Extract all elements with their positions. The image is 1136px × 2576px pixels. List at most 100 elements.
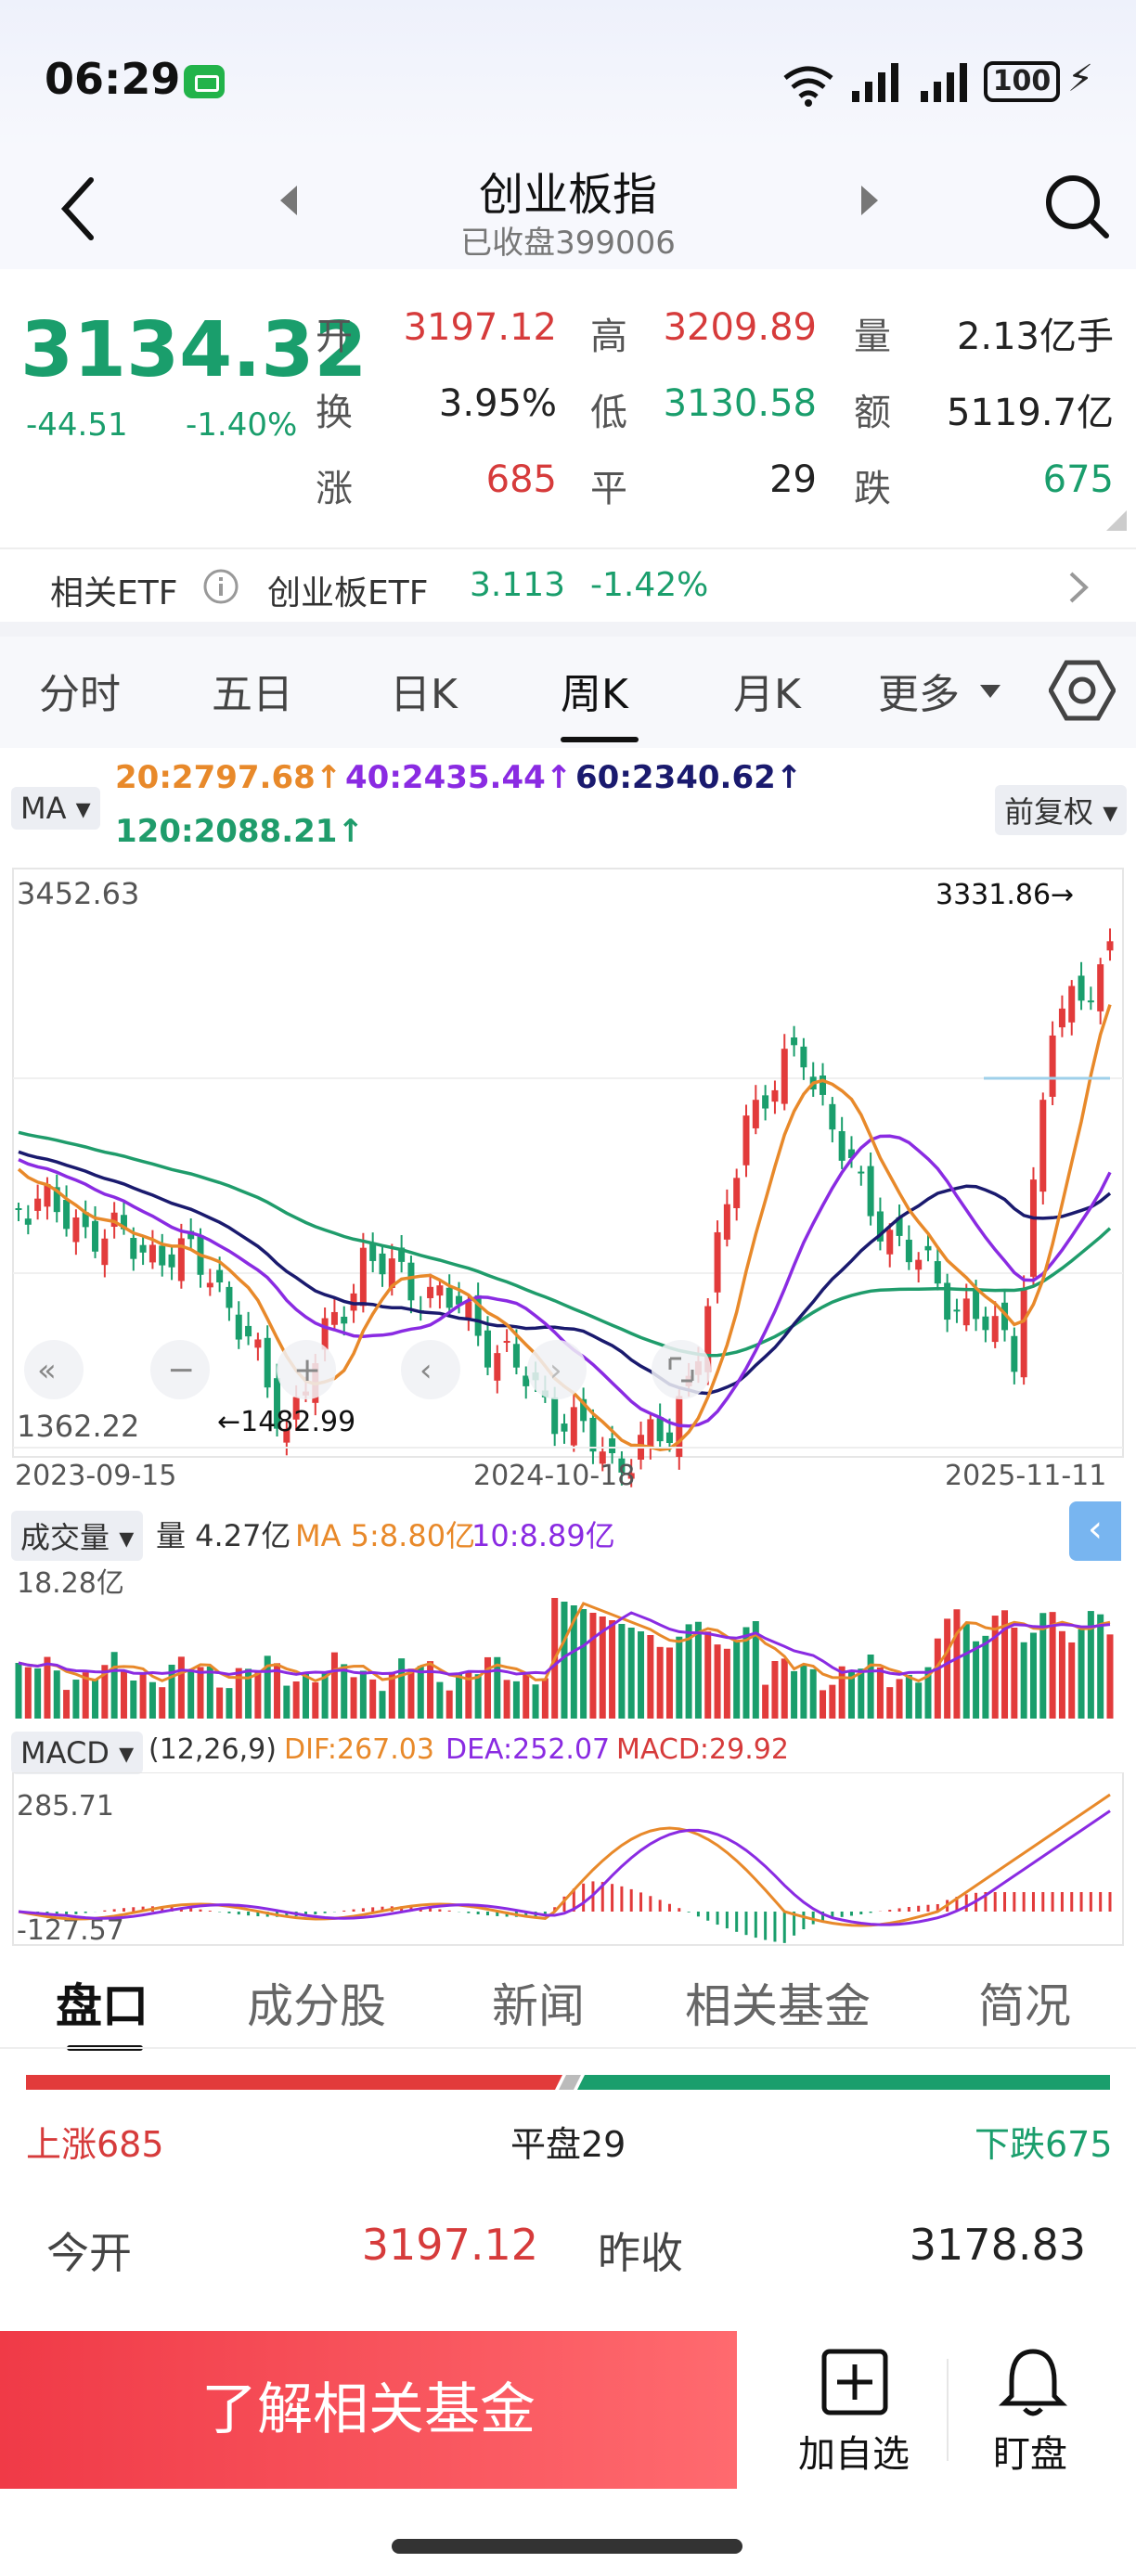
- macd-bar: [955, 1897, 959, 1912]
- volume-chart: 18.28亿: [15, 1567, 1114, 1719]
- back-icon[interactable]: [56, 174, 102, 243]
- tab-intraday[interactable]: 分时: [39, 671, 121, 718]
- y-axis-bottom: 1362.22: [17, 1409, 139, 1444]
- breadth-up: 上涨685: [26, 2124, 164, 2165]
- candle-body: [330, 1311, 338, 1325]
- add-watchlist-label[interactable]: 加自选: [798, 2433, 910, 2476]
- candle-body: [896, 1217, 903, 1236]
- scroll-left-button[interactable]: [401, 1340, 460, 1399]
- dif-line: [18, 1793, 1111, 1927]
- volume-bar: [781, 1658, 788, 1719]
- tab-order-book[interactable]: 盘口: [56, 1979, 148, 2033]
- macd-bar: [984, 1892, 988, 1912]
- search-icon[interactable]: [1043, 173, 1112, 241]
- tab-related-funds[interactable]: 相关基金: [685, 1979, 871, 2033]
- zoom-out-button[interactable]: [150, 1340, 210, 1399]
- candle-body: [656, 1417, 664, 1442]
- tab-weekly-k[interactable]: 周K: [561, 671, 628, 718]
- prev-close-label: 昨收: [598, 2228, 683, 2278]
- macd-bar: [849, 1912, 853, 1916]
- wifi-icon: [783, 66, 833, 107]
- price-change-pct: -1.40%: [186, 406, 298, 444]
- settings-icon[interactable]: [1049, 657, 1116, 724]
- volume-bar: [599, 1616, 606, 1719]
- volume-bar: [1049, 1612, 1056, 1719]
- volume-bar: [561, 1602, 568, 1719]
- macd-selector[interactable]: MACD ▾: [11, 1732, 144, 1774]
- macd-bar: [112, 1909, 116, 1912]
- fullscreen-button[interactable]: [652, 1340, 711, 1399]
- zoom-out-full-button[interactable]: [24, 1340, 84, 1399]
- prev-stock-icon[interactable]: [277, 182, 301, 219]
- volume-bar: [973, 1641, 980, 1719]
- macd-bar: [629, 1888, 633, 1912]
- candle-body: [292, 1397, 300, 1420]
- candle-body: [369, 1243, 377, 1261]
- tab-overview[interactable]: 简况: [978, 1979, 1071, 2033]
- candle-body: [159, 1245, 166, 1266]
- next-stock-icon[interactable]: [858, 182, 882, 219]
- tab-news[interactable]: 新闻: [492, 1979, 585, 2033]
- candle-body: [973, 1290, 980, 1320]
- tab-more[interactable]: 更多: [878, 671, 960, 718]
- candle-body: [665, 1432, 673, 1444]
- volume-bar: [398, 1658, 406, 1719]
- tab-constituents[interactable]: 成分股: [247, 1979, 386, 2033]
- add-watchlist-icon[interactable]: [820, 2348, 889, 2416]
- macd-bar: [55, 1912, 58, 1915]
- macd-bar: [993, 1892, 997, 1912]
- candle-body: [589, 1417, 597, 1452]
- volume-bar: [580, 1609, 587, 1719]
- volume-bar: [44, 1656, 51, 1719]
- min-price-marker: ←1482.99: [217, 1406, 355, 1438]
- volume-bar: [292, 1681, 300, 1719]
- info-icon[interactable]: [202, 568, 239, 605]
- quote-panel: 3134.32 -44.51 -1.40% 开 3197.12 高 3209.8…: [0, 269, 1136, 547]
- breadth-flat: 平盘29: [510, 2124, 626, 2165]
- volume-label: 量: [854, 316, 891, 358]
- dea-line: [18, 1810, 1111, 1926]
- macd-bar: [208, 1911, 212, 1912]
- macd-bar: [543, 1912, 547, 1916]
- related-etf-row[interactable]: 相关ETF 创业板ETF 3.113 -1.42%: [0, 547, 1136, 622]
- candle-body: [148, 1244, 156, 1263]
- volume-bar: [72, 1680, 80, 1719]
- watch-label[interactable]: 盯盘: [993, 2433, 1067, 2476]
- action-divider: [947, 2359, 949, 2461]
- volume-bar: [858, 1668, 865, 1719]
- ma-selector[interactable]: MA ▾: [11, 787, 100, 830]
- expand-corner-icon[interactable]: [1104, 509, 1129, 533]
- tab-five-day[interactable]: 五日: [212, 671, 293, 718]
- zoom-in-button[interactable]: [277, 1340, 336, 1399]
- volume-bar: [934, 1638, 941, 1719]
- candle-body: [1106, 941, 1114, 951]
- status-bar: 06:29 100 ⚡: [0, 0, 1136, 148]
- candle-body: [1087, 1000, 1094, 1003]
- candle-body: [934, 1261, 941, 1284]
- candle-body: [618, 1458, 626, 1473]
- collapse-panel-button[interactable]: ‹: [1069, 1501, 1121, 1561]
- macd-bar: [371, 1907, 375, 1912]
- svg-text:‹: ‹: [420, 1352, 432, 1389]
- candle-body: [341, 1316, 348, 1324]
- bell-icon[interactable]: [997, 2344, 1069, 2420]
- macd-bar: [1041, 1892, 1045, 1912]
- candle-body: [551, 1397, 559, 1435]
- volume-bar: [991, 1616, 999, 1719]
- candle-body: [570, 1407, 577, 1446]
- adjust-selector[interactable]: 前复权 ▾: [995, 785, 1128, 835]
- macd-bar: [793, 1912, 796, 1936]
- candle-body: [216, 1269, 224, 1282]
- tab-daily-k[interactable]: 日K: [390, 671, 458, 718]
- learn-funds-button[interactable]: 了解相关基金: [0, 2331, 737, 2489]
- volume-bar: [388, 1671, 395, 1719]
- volume-selector[interactable]: 成交量 ▾: [11, 1511, 144, 1561]
- macd-bar: [342, 1910, 346, 1912]
- macd-bar: [936, 1903, 939, 1912]
- macd-bar: [840, 1912, 844, 1917]
- tab-monthly-k[interactable]: 月K: [733, 671, 801, 718]
- kline-chart[interactable]: 3452.63 1362.22 3331.86→ ←1482.99 « − + …: [0, 863, 1136, 1494]
- prev-close-value: 3178.83: [909, 2220, 1086, 2270]
- macd-bar: [496, 1912, 499, 1916]
- scroll-right-button[interactable]: [527, 1340, 587, 1399]
